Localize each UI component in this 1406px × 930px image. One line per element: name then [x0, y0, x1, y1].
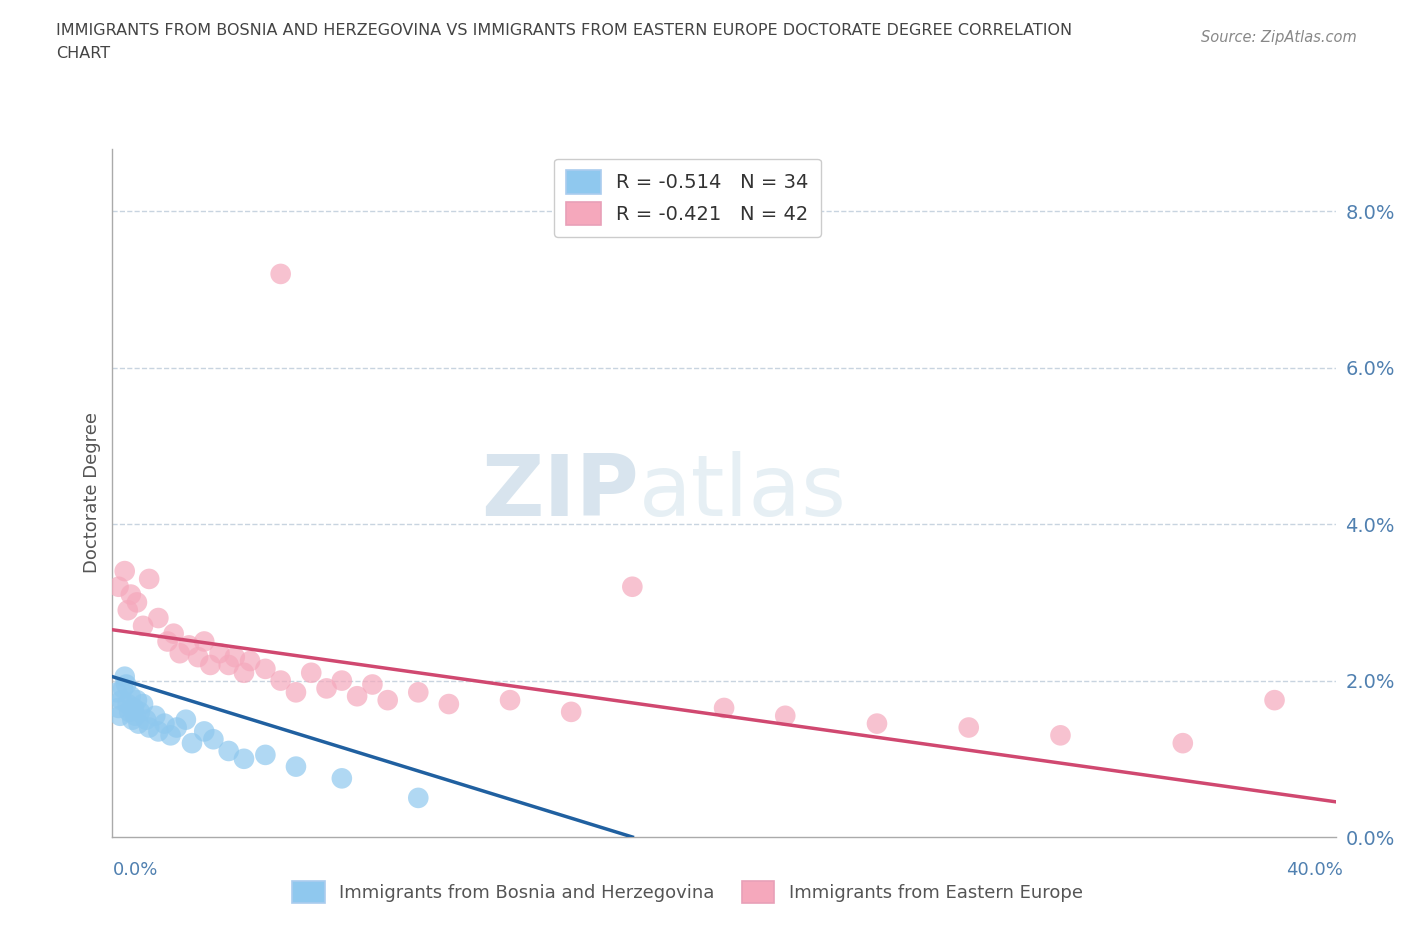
Point [135, 712, 157, 727]
Point [163, 626, 186, 641]
Point [713, 700, 735, 715]
Point [138, 720, 160, 735]
Point [122, 700, 145, 715]
Point [560, 704, 582, 719]
Point [299, 665, 322, 680]
Point [377, 693, 399, 708]
Legend: Immigrants from Bosnia and Herzegovina, Immigrants from Eastern Europe: Immigrants from Bosnia and Herzegovina, … [285, 874, 1090, 910]
Point [108, 709, 131, 724]
Point [120, 587, 142, 602]
Point [202, 732, 225, 747]
Point [125, 595, 148, 610]
Point [111, 693, 134, 708]
Point [330, 673, 353, 688]
Point [117, 697, 139, 711]
Point [114, 564, 136, 578]
Point [169, 645, 191, 660]
Point [114, 670, 136, 684]
Point [437, 697, 460, 711]
Point [105, 684, 128, 699]
Text: IMMIGRANTS FROM BOSNIA AND HERZEGOVINA VS IMMIGRANTS FROM EASTERN EUROPE DOCTORA: IMMIGRANTS FROM BOSNIA AND HERZEGOVINA V… [56, 23, 1073, 38]
Point [193, 634, 215, 649]
Point [284, 684, 308, 699]
Point [270, 267, 292, 282]
Point [315, 681, 337, 696]
Point [148, 724, 170, 738]
Point [115, 677, 138, 692]
Point [138, 572, 160, 587]
Point [408, 684, 430, 699]
Point [866, 716, 889, 731]
Point [177, 638, 200, 653]
Point [159, 728, 181, 743]
Point [233, 665, 256, 680]
Point [330, 771, 353, 786]
Text: 40.0%: 40.0% [1286, 860, 1343, 879]
Point [187, 650, 209, 665]
Point [107, 700, 129, 715]
Point [107, 579, 129, 594]
Point [1049, 728, 1071, 743]
Point [361, 677, 384, 692]
Point [193, 724, 215, 738]
Point [132, 618, 155, 633]
Point [1171, 736, 1194, 751]
Point [408, 790, 430, 805]
Point [143, 709, 166, 724]
Point [233, 751, 256, 766]
Point [118, 704, 141, 719]
Point [346, 689, 368, 704]
Point [284, 759, 308, 774]
Point [156, 634, 179, 649]
Point [270, 673, 292, 688]
Point [1264, 693, 1286, 708]
Point [174, 712, 197, 727]
Point [254, 661, 277, 676]
Point [499, 693, 522, 708]
Point [112, 681, 135, 696]
Point [153, 716, 176, 731]
Point [773, 709, 796, 724]
Point [166, 720, 188, 735]
Point [239, 654, 262, 669]
Text: CHART: CHART [56, 46, 110, 61]
Point [254, 748, 277, 763]
Text: ZIP: ZIP [481, 451, 638, 535]
Point [129, 704, 152, 719]
Point [957, 720, 980, 735]
Text: Source: ZipAtlas.com: Source: ZipAtlas.com [1201, 30, 1357, 45]
Point [132, 697, 155, 711]
Point [148, 611, 170, 626]
Point [621, 579, 644, 594]
Point [218, 658, 240, 672]
Point [117, 603, 139, 618]
Point [208, 645, 231, 660]
Point [127, 716, 149, 731]
Point [124, 709, 146, 724]
Point [121, 712, 143, 727]
Y-axis label: Doctorate Degree: Doctorate Degree [83, 412, 101, 574]
Point [181, 736, 204, 751]
Point [125, 693, 148, 708]
Point [120, 689, 142, 704]
Text: 0.0%: 0.0% [112, 860, 157, 879]
Point [224, 650, 246, 665]
Point [200, 658, 222, 672]
Point [218, 744, 240, 759]
Text: atlas: atlas [638, 451, 846, 535]
